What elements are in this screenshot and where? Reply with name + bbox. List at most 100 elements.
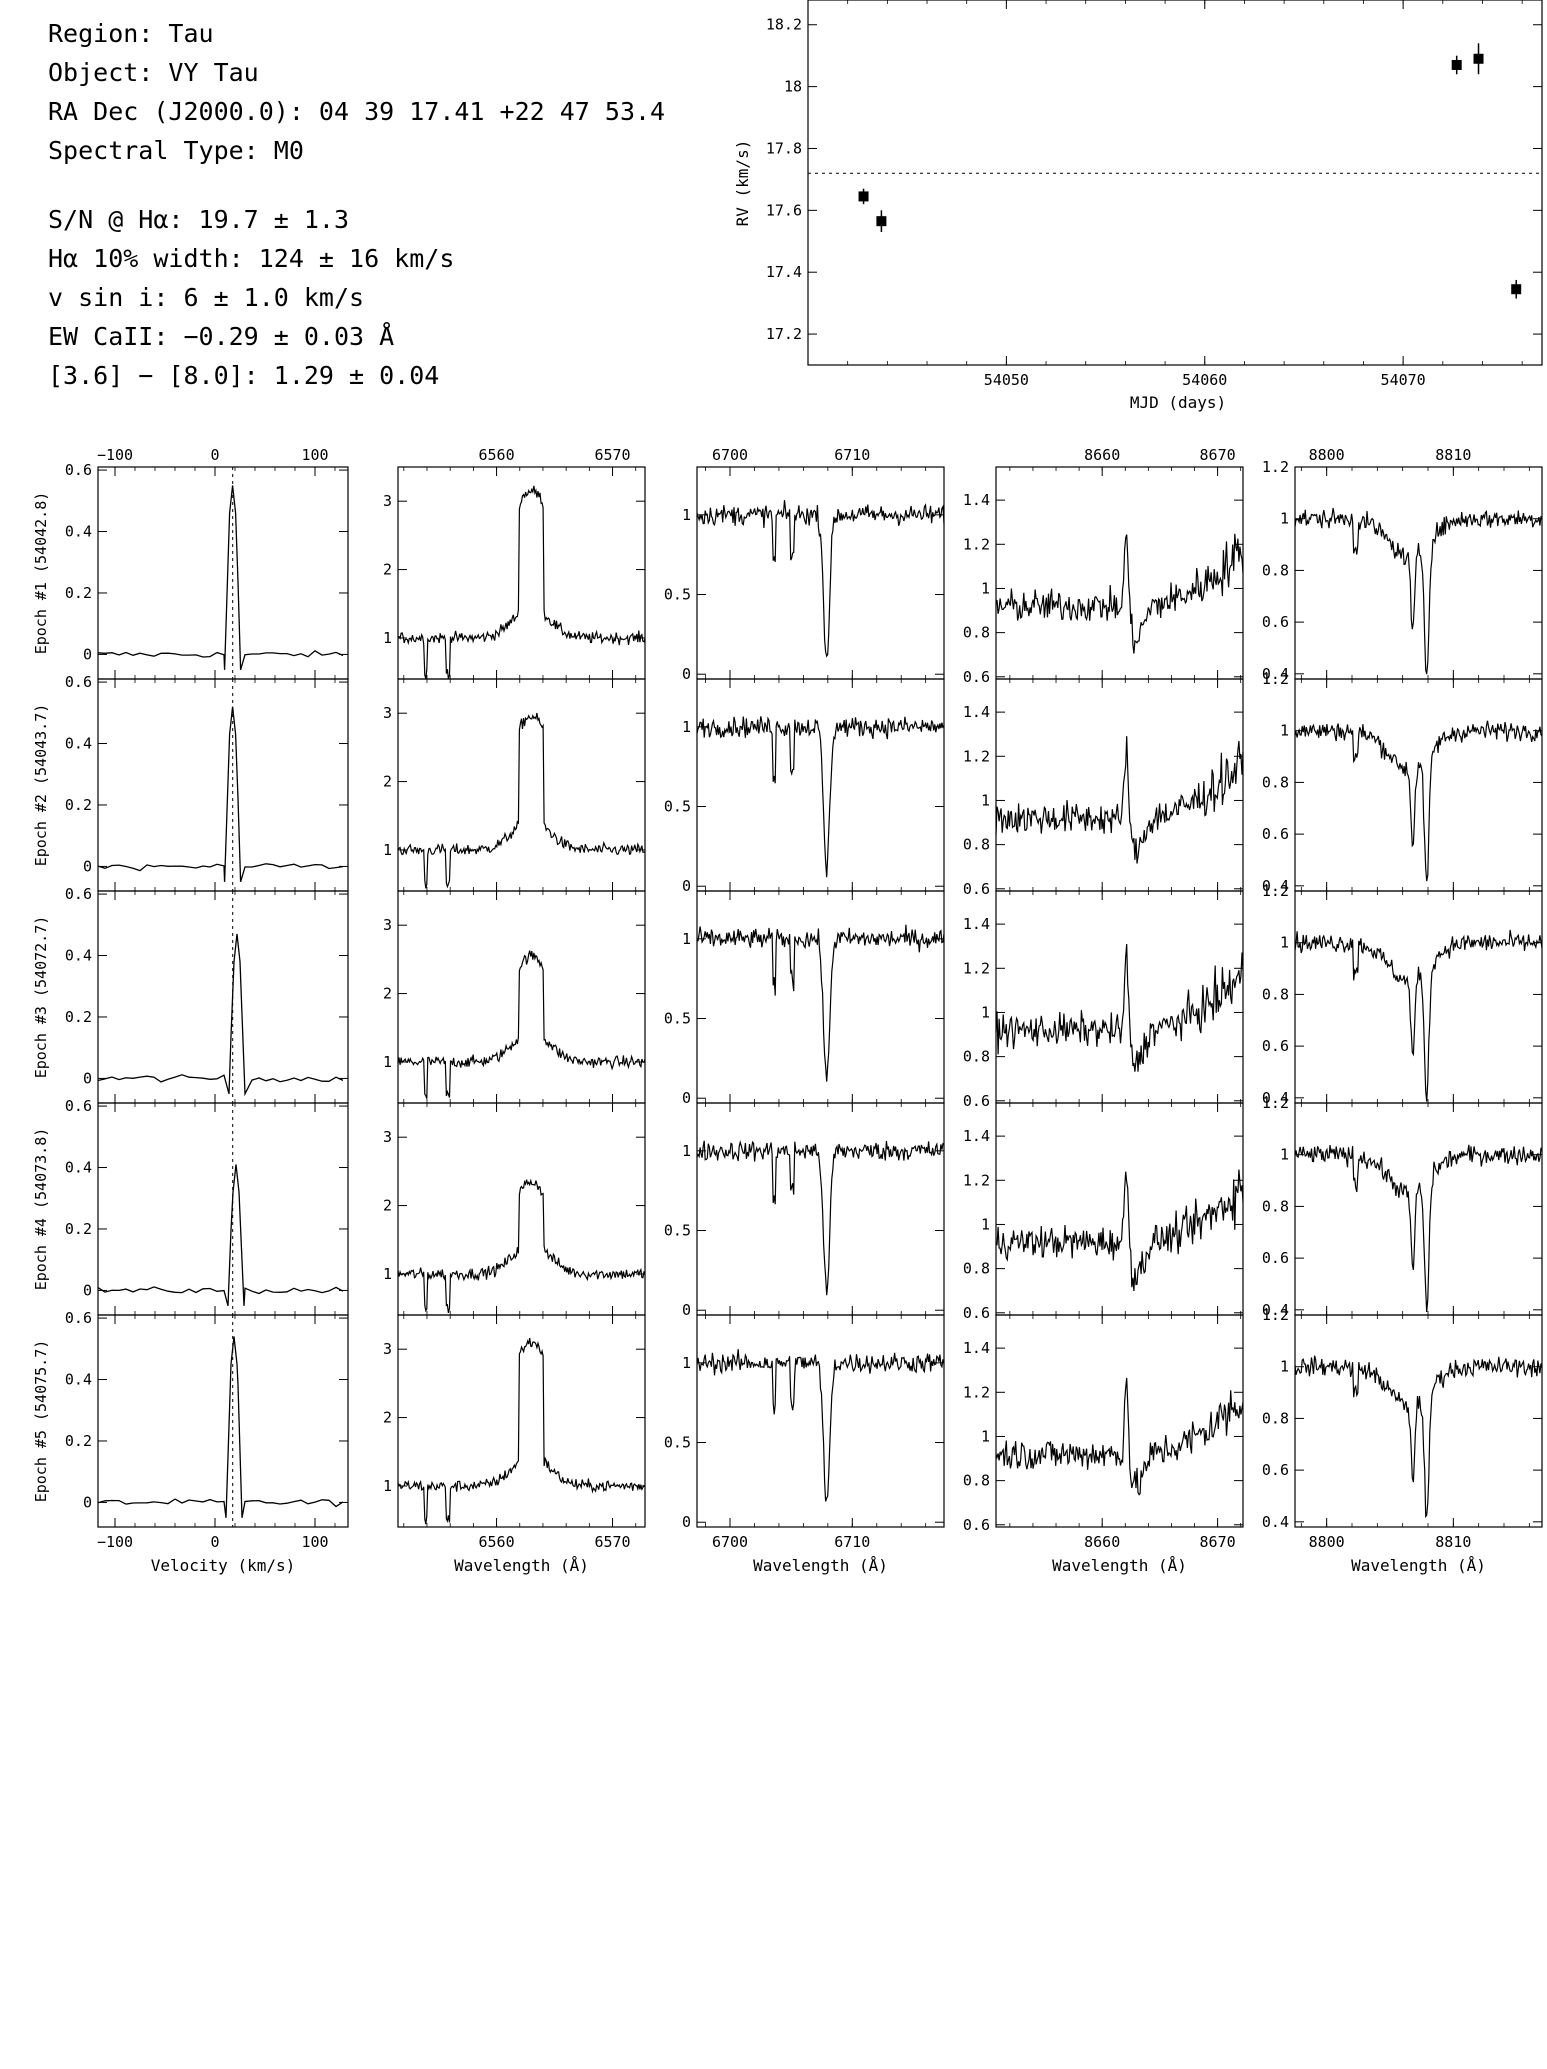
li-panel-5-ytick-label: 1 xyxy=(682,1354,691,1372)
halpha-panel-4-frame xyxy=(397,1102,646,1316)
ca1-spectrum-epoch-4 xyxy=(995,1169,1244,1292)
ca2-panel-2-ytick-label: 0.6 xyxy=(1262,825,1289,843)
ca2-panel-1-ytick-label: 0.4 xyxy=(1262,665,1289,683)
ccf-curve-epoch-1 xyxy=(97,485,344,670)
radec-text: RA Dec (J2000.0): 04 39 17.41 +22 47 53.… xyxy=(48,97,666,126)
ca2-panel-3-ytick-label: 0.6 xyxy=(1262,1037,1289,1055)
ca2-panel-3-ytick-label: 1 xyxy=(1280,934,1289,952)
ca2-panel-1-ytick-label: 0.8 xyxy=(1262,561,1289,579)
li-panel-1-xtick-label-top: 6710 xyxy=(834,446,870,464)
ca2-panel-1-ytick-label: 0.6 xyxy=(1262,613,1289,631)
ca2-panel-2-ytick-label: 0.4 xyxy=(1262,877,1289,895)
ccf-panel-4-frame xyxy=(97,1102,349,1316)
li-spectrum-epoch-5 xyxy=(696,1349,945,1502)
ccf-panel-2-frame xyxy=(97,678,349,892)
ccf-panel-5-xtick-label: −100 xyxy=(97,1533,133,1551)
rv-point xyxy=(1451,59,1462,70)
li-xlabel: Wavelength (Å) xyxy=(753,1556,888,1575)
rv-ytick-label: 18 xyxy=(784,78,802,96)
ca1-panel-2-ytick-label: 1 xyxy=(981,791,990,809)
ca2-panel-4-ytick-label: 1 xyxy=(1280,1146,1289,1164)
vsini-text: v sin i: 6 ± 1.0 km/s xyxy=(48,283,365,312)
ca2-panel-5-xtick-label: 8810 xyxy=(1435,1533,1471,1551)
halpha-spectrum-epoch-2 xyxy=(397,712,646,889)
ca2-panel-1-frame xyxy=(1294,466,1543,680)
ca1-panel-5-ytick-label: 0.8 xyxy=(963,1472,990,1490)
rv-xtick-label: 54050 xyxy=(984,371,1029,389)
ccf-panel-4-ytick-label: 0 xyxy=(83,1281,92,1299)
ca1-panel-3-ytick-label: 1 xyxy=(981,1003,990,1021)
ca1-panel-2-ytick-label: 1.4 xyxy=(963,703,990,721)
li-panel-2-ytick-label: 0 xyxy=(682,877,691,895)
ca1-panel-4-ytick-label: 1.4 xyxy=(963,1127,990,1145)
halpha-spectrum-epoch-5 xyxy=(397,1337,646,1525)
epoch-label-5: Epoch #5 (54075.7) xyxy=(32,1340,50,1503)
li-panel-5-xtick-label: 6710 xyxy=(834,1533,870,1551)
halpha-panel-3-ytick-label: 2 xyxy=(383,985,392,1003)
ca2-panel-4-ytick-label: 0.6 xyxy=(1262,1249,1289,1267)
li-panel-1-xtick-label-top: 6700 xyxy=(712,446,748,464)
ca1-panel-5-xtick-label: 8660 xyxy=(1084,1533,1120,1551)
ca1-panel-4-ytick-label: 1 xyxy=(981,1215,990,1233)
ha-width-text: Hα 10% width: 124 ± 16 km/s xyxy=(48,244,455,273)
ca1-panel-5-frame xyxy=(995,1314,1244,1528)
object-text: Object: VY Tau xyxy=(48,58,259,87)
halpha-panel-3-ytick-label: 1 xyxy=(383,1053,392,1071)
halpha-spectrum-epoch-3 xyxy=(397,950,646,1099)
ca2-panel-2-ytick-label: 0.8 xyxy=(1262,773,1289,791)
ca2-spectrum-epoch-5 xyxy=(1294,1355,1543,1519)
ca2-panel-2-frame xyxy=(1294,678,1543,892)
halpha-panel-1-xtick-label-top: 6560 xyxy=(479,446,515,464)
ccf-panel-5-xtick-label: 0 xyxy=(210,1533,219,1551)
halpha-xlabel: Wavelength (Å) xyxy=(454,1556,589,1575)
rv-point xyxy=(876,216,887,227)
ca2-panel-2-ytick-label: 1.2 xyxy=(1262,670,1289,688)
halpha-panel-5-frame xyxy=(397,1314,646,1528)
ca2-panel-1-ytick-label: 1.2 xyxy=(1262,458,1289,476)
ccf-panel-1-ytick-label: 0.2 xyxy=(65,584,92,602)
li-panel-5-xtick-label: 6700 xyxy=(712,1533,748,1551)
rv-ytick-label: 17.8 xyxy=(766,139,802,157)
ccf-panel-3-ytick-label: 0.4 xyxy=(65,947,92,965)
ca2-panel-5-xtick-label: 8800 xyxy=(1309,1533,1345,1551)
rv-ytick-label: 17.6 xyxy=(766,201,802,219)
ca1-panel-4-ytick-label: 0.6 xyxy=(963,1304,990,1322)
li-spectrum-epoch-3 xyxy=(696,924,945,1082)
ccf-panel-3-ytick-label: 0.2 xyxy=(65,1008,92,1026)
ca2-panel-5-ytick-label: 0.8 xyxy=(1262,1409,1289,1427)
ca1-panel-1-ytick-label: 0.6 xyxy=(963,668,990,686)
ca1-panel-5-ytick-label: 1.4 xyxy=(963,1339,990,1357)
ca2-panel-1-xtick-label-top: 8800 xyxy=(1309,446,1345,464)
halpha-panel-5-xtick-label: 6560 xyxy=(479,1533,515,1551)
halpha-panel-4-ytick-label: 1 xyxy=(383,1265,392,1283)
epoch-label-1: Epoch #1 (54042.8) xyxy=(32,492,50,655)
ca1-spectrum-epoch-3 xyxy=(995,944,1244,1072)
ccf-panel-2-ytick-label: 0.2 xyxy=(65,796,92,814)
ca1-panel-1-xtick-label-top: 8660 xyxy=(1084,446,1120,464)
ca1-panel-4-ytick-label: 0.8 xyxy=(963,1260,990,1278)
ccf-panel-5-ytick-label: 0.2 xyxy=(65,1432,92,1450)
ccf-panel-3-ytick-label: 0.6 xyxy=(65,885,92,903)
ca2-spectrum-epoch-3 xyxy=(1294,929,1543,1102)
halpha-panel-2-ytick-label: 2 xyxy=(383,773,392,791)
ca1-panel-3-ytick-label: 0.8 xyxy=(963,1048,990,1066)
li-panel-1-frame xyxy=(696,466,945,680)
li-panel-2-ytick-label: 1 xyxy=(682,718,691,736)
ca1-spectrum-epoch-5 xyxy=(995,1377,1244,1496)
ccf-panel-2-ytick-label: 0.6 xyxy=(65,673,92,691)
ccf-panel-5-xtick-label: 100 xyxy=(301,1533,328,1551)
li-spectrum-epoch-1 xyxy=(696,500,945,658)
ca1-panel-4-frame xyxy=(995,1102,1244,1316)
ca2-panel-5-ytick-label: 0.6 xyxy=(1262,1461,1289,1479)
ccf-panel-4-ytick-label: 0.6 xyxy=(65,1097,92,1115)
ca2-spectrum-epoch-1 xyxy=(1294,508,1543,675)
ca1-spectrum-epoch-2 xyxy=(995,736,1244,864)
ca2-spectrum-epoch-4 xyxy=(1294,1144,1543,1313)
ccf-panel-4-ytick-label: 0.4 xyxy=(65,1159,92,1177)
halpha-panel-2-ytick-label: 1 xyxy=(383,841,392,859)
halpha-panel-2-frame xyxy=(397,678,646,892)
ccf-panel-1-ytick-label: 0.6 xyxy=(65,461,92,479)
rv-xlabel: MJD (days) xyxy=(1130,393,1226,412)
rv-ylabel: RV (km/s) xyxy=(733,140,752,227)
halpha-spectrum-epoch-4 xyxy=(397,1178,646,1314)
